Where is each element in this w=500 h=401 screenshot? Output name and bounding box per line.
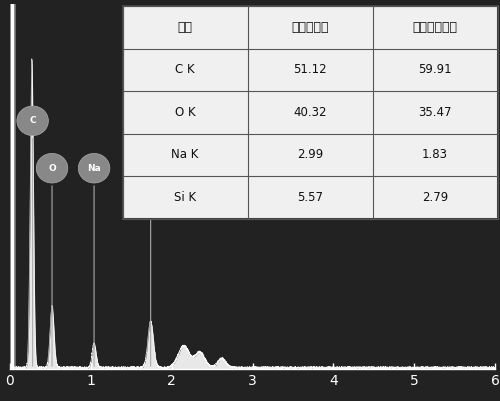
Text: 元素: 元素 [178, 21, 192, 34]
Ellipse shape [135, 154, 166, 183]
Text: Na K: Na K [172, 148, 198, 161]
Ellipse shape [17, 106, 48, 136]
Text: C K: C K [175, 63, 195, 76]
Text: 51.12: 51.12 [293, 63, 327, 76]
Text: O: O [48, 164, 56, 173]
Text: 原子百分之比: 原子百分之比 [412, 21, 458, 34]
Text: 5.57: 5.57 [297, 191, 323, 204]
Text: C: C [30, 116, 36, 125]
Ellipse shape [78, 154, 110, 183]
Text: 1.83: 1.83 [422, 148, 448, 161]
Ellipse shape [36, 154, 68, 183]
Text: Si K: Si K [174, 191, 196, 204]
Text: 2.79: 2.79 [422, 191, 448, 204]
Text: 2.99: 2.99 [297, 148, 323, 161]
Text: 35.47: 35.47 [418, 106, 452, 119]
Text: 40.32: 40.32 [293, 106, 327, 119]
Text: O K: O K [174, 106, 196, 119]
Text: Si: Si [146, 164, 156, 173]
Text: 59.91: 59.91 [418, 63, 452, 76]
Text: Na: Na [87, 164, 101, 173]
Text: 重量百分比: 重量百分比 [291, 21, 329, 34]
